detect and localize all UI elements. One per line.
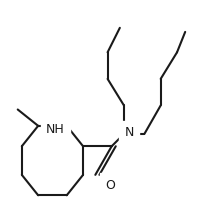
Text: NH: NH	[46, 124, 64, 136]
Text: N: N	[124, 127, 133, 140]
Text: O: O	[105, 178, 115, 192]
